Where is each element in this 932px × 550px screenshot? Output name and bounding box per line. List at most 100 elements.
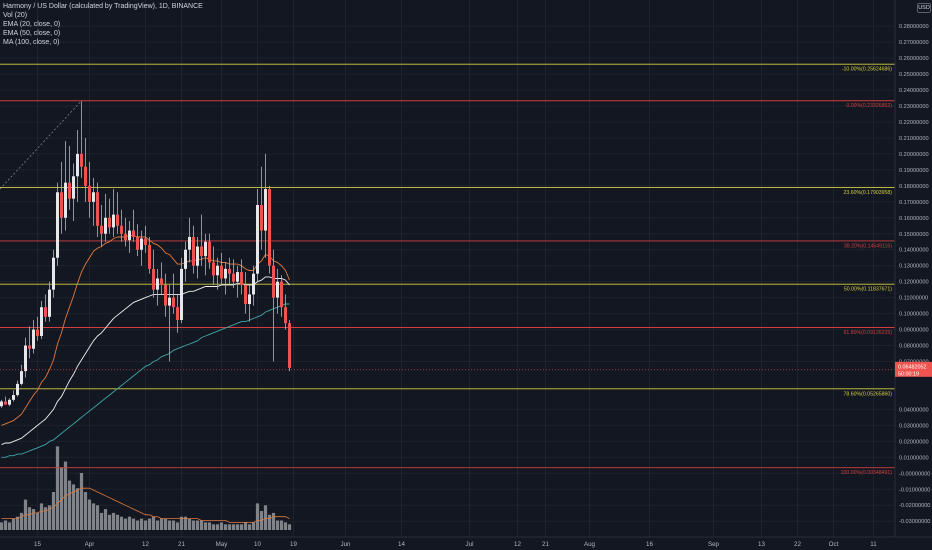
- currency-badge[interactable]: USD: [917, 3, 931, 13]
- price-tick-label-11: 0.17000000: [899, 200, 929, 206]
- volume-bar-31: [123, 518, 128, 530]
- candle-body-33: [132, 230, 135, 237]
- price-tick-label-27: -0.01000000: [899, 487, 930, 493]
- candle-body-46: [184, 249, 187, 269]
- candle-body-37: [148, 244, 151, 269]
- price-axis-panel: [895, 0, 932, 550]
- volume-bar-15: [59, 467, 64, 530]
- price-tick-label-6: 0.22000000: [899, 120, 929, 126]
- candle-body-0: [0, 401, 3, 407]
- volume-bar-26: [103, 509, 108, 530]
- time-tick-label-5: 10: [254, 541, 261, 548]
- candle-body-35: [140, 238, 143, 250]
- candle-body-66: [264, 189, 267, 231]
- candle-body-60: [240, 272, 243, 285]
- time-tick-label-11: 21: [542, 541, 549, 548]
- candle-body-41: [164, 284, 167, 306]
- candle-body-4: [16, 383, 19, 396]
- fib-trend-line: [0, 100, 82, 190]
- candle-body-69: [276, 281, 279, 298]
- price-tick-label-13: 0.15000000: [899, 232, 929, 238]
- candle-body-24: [96, 192, 99, 226]
- fib-level-label-5: 61.80%(0.09126225): [844, 330, 893, 336]
- candle-body-1: [4, 401, 7, 405]
- candle-body-27: [108, 217, 111, 228]
- candle-body-8: [32, 329, 35, 349]
- candle-body-26: [104, 217, 107, 234]
- volume-bar-58: [231, 524, 236, 530]
- candle-body-68: [272, 265, 275, 298]
- volume-bar-23: [91, 503, 96, 530]
- candle-body-25: [100, 225, 103, 234]
- volume-bar-42: [167, 520, 172, 530]
- volume-bar-38: [151, 516, 156, 530]
- candle-body-47: [188, 236, 191, 250]
- candle-body-12: [48, 289, 51, 317]
- volume-bar-56: [223, 524, 228, 530]
- price-tick-label-19: 0.09000000: [899, 328, 929, 334]
- price-tick-label-26: -0.00000000: [899, 471, 930, 477]
- volume-bar-59: [235, 524, 240, 530]
- volume-bar-30: [119, 516, 124, 530]
- time-tick-label-10: 12: [514, 541, 521, 548]
- candle-body-15: [60, 192, 63, 218]
- volume-bar-61: [243, 522, 248, 530]
- legend-symbol-title[interactable]: Harmony / US Dollar (calculated by Tradi…: [3, 3, 203, 10]
- fib-level-label-7: 100.00%(0.00348491): [841, 470, 893, 476]
- volume-bar-10: [39, 503, 44, 530]
- candle-body-17: [68, 182, 71, 199]
- candle-body-55: [220, 265, 223, 279]
- candle-body-53: [212, 262, 215, 276]
- candle-body-59: [236, 272, 239, 282]
- volume-bar-19: [75, 488, 80, 530]
- legend-ema20[interactable]: EMA (20, close, 0): [3, 21, 61, 28]
- price-tick-label-8: 0.20000000: [899, 152, 929, 158]
- candle-body-57: [228, 268, 231, 274]
- candle-body-63: [252, 273, 255, 295]
- candle-body-22: [88, 185, 91, 202]
- volume-bar-57: [227, 524, 232, 530]
- price-tick-label-14: 0.14000000: [899, 248, 929, 254]
- volume-bar-8: [31, 509, 36, 530]
- volume-bar-0: [0, 522, 4, 530]
- time-tick-label-16: 22: [794, 541, 801, 548]
- candle-body-36: [144, 238, 147, 245]
- volume-bar-70: [279, 520, 284, 530]
- time-tick-label-15: 13: [758, 541, 765, 548]
- volume-ma-line: [1, 487, 290, 523]
- volume-bar-24: [95, 505, 100, 530]
- legend-ma100[interactable]: MA (100, close, 0): [3, 39, 60, 46]
- volume-bar-13: [51, 492, 56, 530]
- price-tick-label-2: 0.26000000: [899, 56, 929, 62]
- volume-bar-14: [55, 446, 60, 530]
- legend-vol[interactable]: Vol (20): [3, 12, 28, 19]
- volume-bar-41: [163, 518, 168, 530]
- candle-body-23: [92, 192, 95, 202]
- legend-ema50[interactable]: EMA (50, close, 0): [3, 30, 61, 37]
- price-tick-label-22: 0.04000000: [899, 407, 929, 413]
- candle-body-29: [116, 214, 119, 226]
- volume-bar-60: [239, 524, 244, 530]
- volume-bar-7: [27, 507, 32, 530]
- price-tick-label-23: 0.03000000: [899, 423, 929, 429]
- last-price-label: 0.06482052: [898, 364, 926, 370]
- candle-body-18: [72, 176, 75, 199]
- volume-bar-55: [219, 522, 224, 530]
- bar-countdown-label: 50:00:19: [898, 371, 919, 377]
- volume-bar-4: [15, 516, 20, 530]
- volume-bar-68: [271, 512, 276, 530]
- candle-body-32: [128, 230, 131, 241]
- volume-bar-35: [139, 518, 144, 530]
- candle-body-10: [40, 307, 43, 336]
- volume-bar-34: [135, 520, 140, 530]
- price-tick-label-16: 0.12000000: [899, 280, 929, 286]
- volume-bar-17: [67, 480, 72, 530]
- candle-body-16: [64, 182, 67, 218]
- last-price-badge: [895, 361, 932, 377]
- time-tick-label-3: 21: [178, 541, 185, 548]
- volume-bar-12: [47, 505, 52, 530]
- volume-bar-72: [287, 524, 292, 530]
